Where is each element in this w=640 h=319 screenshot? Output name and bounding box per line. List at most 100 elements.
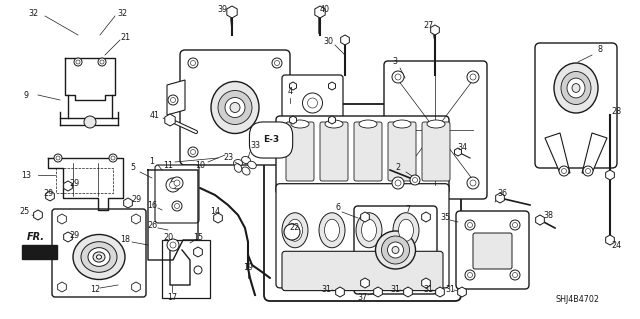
Ellipse shape [230,102,240,113]
Polygon shape [58,214,67,224]
Polygon shape [328,82,335,90]
Polygon shape [436,287,444,297]
Circle shape [188,147,198,157]
Polygon shape [361,278,369,288]
Polygon shape [132,282,140,292]
Circle shape [275,61,280,65]
Circle shape [170,242,176,248]
Text: 19: 19 [243,263,253,272]
Polygon shape [167,80,185,115]
Text: 14: 14 [210,207,220,217]
Circle shape [586,168,591,174]
Polygon shape [361,212,369,222]
Polygon shape [495,193,504,203]
Text: 31: 31 [390,286,400,294]
FancyBboxPatch shape [384,61,487,199]
Polygon shape [132,214,140,224]
Circle shape [76,60,80,64]
Polygon shape [34,210,42,220]
Text: 10: 10 [195,160,205,169]
Circle shape [168,95,178,105]
FancyBboxPatch shape [52,209,146,297]
Polygon shape [605,235,614,245]
FancyBboxPatch shape [276,116,449,194]
Circle shape [559,166,569,176]
FancyBboxPatch shape [354,122,382,181]
Ellipse shape [392,247,399,254]
Ellipse shape [225,98,245,117]
Text: 15: 15 [193,234,203,242]
Text: 31: 31 [321,286,331,294]
Polygon shape [536,215,545,225]
Polygon shape [340,35,349,45]
Text: 33: 33 [250,140,260,150]
Circle shape [111,156,115,160]
Circle shape [275,150,280,154]
Polygon shape [458,287,467,297]
Text: 36: 36 [497,189,507,198]
Text: 29: 29 [70,179,80,188]
Ellipse shape [427,120,445,128]
Circle shape [272,58,282,68]
Ellipse shape [287,219,303,241]
Text: 17: 17 [167,293,177,302]
Ellipse shape [324,219,339,241]
Circle shape [170,182,177,189]
Ellipse shape [325,120,343,128]
Circle shape [100,60,104,64]
Circle shape [175,204,179,209]
Text: 11: 11 [163,160,173,169]
Polygon shape [335,287,344,297]
Text: 18: 18 [120,235,130,244]
FancyBboxPatch shape [320,122,348,181]
FancyBboxPatch shape [388,122,416,181]
Circle shape [166,178,180,192]
Circle shape [74,58,82,66]
FancyBboxPatch shape [155,165,199,223]
Polygon shape [289,82,296,90]
Circle shape [392,71,404,83]
Circle shape [191,61,195,65]
Text: FR.: FR. [27,232,45,242]
FancyBboxPatch shape [276,184,449,288]
Polygon shape [165,114,175,126]
Text: 38: 38 [543,211,553,220]
Text: 13: 13 [21,170,31,180]
Ellipse shape [88,248,110,266]
Circle shape [513,272,518,278]
Ellipse shape [242,167,250,175]
Text: SHJ4B4702: SHJ4B4702 [556,295,600,305]
Text: 37: 37 [357,293,367,302]
Polygon shape [315,6,325,18]
Text: 25: 25 [19,207,29,217]
Circle shape [561,168,566,174]
Polygon shape [48,158,123,210]
Circle shape [470,74,476,80]
Text: E-3: E-3 [263,136,279,145]
Polygon shape [422,278,430,288]
Ellipse shape [567,78,585,98]
Circle shape [188,58,198,68]
Text: 5: 5 [131,164,136,173]
Text: 20: 20 [163,234,173,242]
Polygon shape [65,58,115,100]
FancyBboxPatch shape [282,75,343,131]
Circle shape [392,177,404,189]
Ellipse shape [381,236,410,264]
Polygon shape [58,282,67,292]
Ellipse shape [97,255,102,259]
Polygon shape [328,116,335,124]
Text: 22: 22 [290,224,300,233]
FancyBboxPatch shape [473,233,512,269]
Circle shape [465,220,475,230]
FancyBboxPatch shape [180,50,290,165]
Circle shape [467,71,479,83]
Ellipse shape [393,213,419,248]
Circle shape [583,166,593,176]
Circle shape [109,154,117,162]
FancyBboxPatch shape [264,104,461,301]
Ellipse shape [554,63,598,113]
FancyBboxPatch shape [286,122,314,181]
Text: 23: 23 [223,153,233,162]
Circle shape [56,156,60,160]
